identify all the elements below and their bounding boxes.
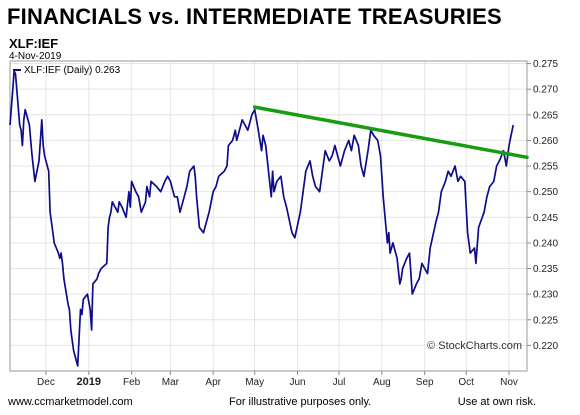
x-tick-label: Aug <box>373 377 391 388</box>
legend: XLF:IEF (Daily) 0.263 <box>13 65 121 76</box>
y-tick-label: 0.250 <box>533 187 558 198</box>
y-tick-label: 0.275 <box>533 59 558 70</box>
credit-text: © StockCharts.com <box>427 340 522 352</box>
y-tick-label: 0.255 <box>533 162 558 173</box>
y-tick-label: 0.245 <box>533 213 558 224</box>
footer-website: www.ccmarketmodel.com <box>8 396 133 408</box>
x-tick-label: Apr <box>205 377 221 388</box>
price-line <box>9 70 515 367</box>
y-tick-label: 0.240 <box>533 238 558 249</box>
y-tick-label: 0.230 <box>533 290 558 301</box>
x-tick-label: Dec <box>37 377 55 388</box>
x-tick-label: Oct <box>458 377 474 388</box>
chart-date: 4-Nov-2019 <box>9 51 62 62</box>
x-tick-label: Feb <box>123 377 141 388</box>
y-tick-label: 0.265 <box>533 110 558 121</box>
y-tick-label: 0.225 <box>533 315 558 326</box>
trendline <box>252 105 529 160</box>
x-tick-label: Sep <box>416 377 434 388</box>
footer-disclaimer: For illustrative purposes only. <box>229 396 372 408</box>
plot-frame <box>9 60 528 372</box>
x-tick-label: Nov <box>500 377 518 388</box>
x-tick-label: Jul <box>333 377 346 388</box>
y-tick-label: 0.260 <box>533 136 558 147</box>
y-tick-label: 0.220 <box>533 341 558 352</box>
x-tick-label: Mar <box>162 377 180 388</box>
legend-label: XLF:IEF (Daily) 0.263 <box>24 65 121 76</box>
y-tick-label: 0.235 <box>533 264 558 275</box>
ticker-symbol: XLF:IEF <box>9 36 59 51</box>
x-axis: Dec 2019 Feb Mar Apr May Jun Jul Aug Sep Oct Nov <box>37 371 518 388</box>
chart-headline: FINANCIALS vs. INTERMEDIATE TREASURIES <box>7 4 502 29</box>
x-tick-label: Jun <box>289 377 305 388</box>
x-tick-label: May <box>245 377 264 388</box>
footer-risk-note: Use at own risk. <box>457 396 536 408</box>
y-axis: 0.220 0.225 0.230 0.235 0.240 0.245 0.250 0.255… <box>527 59 558 352</box>
y-tick-label: 0.270 <box>533 85 558 96</box>
stockcharts-credit: © StockCharts.com <box>427 340 522 352</box>
chart-grid <box>10 61 527 371</box>
x-tick-label: 2019 <box>77 376 101 388</box>
series-layer <box>9 70 529 367</box>
